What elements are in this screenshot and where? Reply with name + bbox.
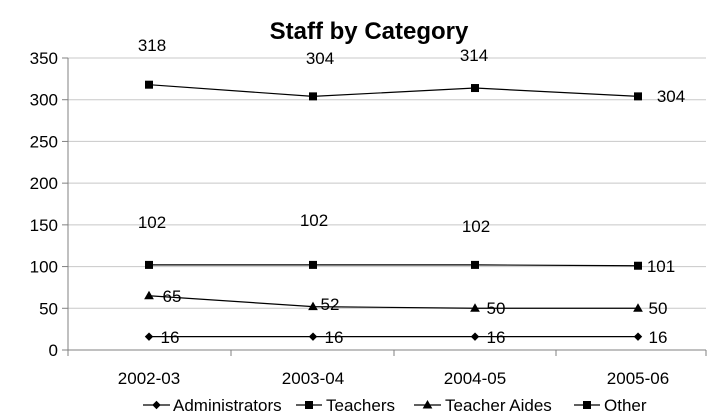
- x-tick-label: 2002-03: [118, 369, 180, 388]
- legend: Administrators Teachers Teacher Aides Other: [143, 396, 647, 415]
- series-1-point: [634, 92, 642, 101]
- series-3-point: [471, 260, 479, 269]
- data-label: 52: [321, 295, 340, 314]
- data-label: 314: [460, 46, 488, 65]
- series-3-point: [309, 260, 317, 269]
- series-0-point: [308, 332, 318, 341]
- grid-lines: [68, 57, 706, 309]
- legend-label: Teacher Aides: [445, 396, 552, 415]
- data-label: 16: [325, 328, 344, 347]
- data-label: 102: [300, 211, 328, 230]
- y-tick-label: 50: [39, 299, 58, 318]
- legend-label: Teachers: [326, 396, 395, 415]
- data-label: 50: [649, 299, 668, 318]
- data-label: 16: [487, 328, 506, 347]
- y-tick-label: 100: [30, 258, 58, 277]
- series-1-point: [471, 84, 479, 93]
- series-3-point: [634, 261, 642, 270]
- data-label: 101: [647, 257, 675, 276]
- series-2-point: [470, 303, 480, 312]
- x-tick-label: 2005-06: [607, 369, 669, 388]
- legend-item: Teachers: [296, 396, 395, 415]
- x-tick-label: 2004-05: [444, 369, 506, 388]
- legend-marker: [152, 400, 161, 410]
- data-label: 304: [306, 49, 334, 68]
- y-tick-label: 150: [30, 216, 58, 235]
- legend-item: Teacher Aides: [414, 396, 552, 415]
- y-tick-label: 200: [30, 174, 58, 193]
- x-tick-label: 2003-04: [282, 369, 344, 388]
- y-tick-label: 350: [30, 49, 58, 68]
- series-1-point: [309, 92, 317, 101]
- series-line-2: [148, 295, 638, 309]
- axes: [62, 57, 707, 356]
- legend-item: Administrators: [143, 396, 282, 415]
- tick-labels: 0 50 100 150 200 250 300 350 2002-03 2003-04 2004-…: [30, 49, 670, 388]
- series-2-point: [144, 290, 154, 300]
- legend-label: Other: [604, 396, 647, 415]
- data-label: 318: [138, 36, 166, 55]
- data-label: 102: [138, 213, 166, 232]
- data-label: 16: [161, 328, 180, 347]
- series-line-1: [148, 84, 639, 97]
- y-tick-label: 0: [49, 341, 58, 360]
- y-tick-label: 300: [30, 91, 58, 110]
- series-0-point: [470, 332, 480, 341]
- series-lines: [144, 80, 643, 341]
- y-tick-label: 250: [30, 132, 58, 151]
- series-0-point: [633, 332, 643, 341]
- legend-item: Other: [574, 396, 647, 415]
- data-label: 102: [462, 217, 490, 236]
- data-label: 304: [657, 87, 685, 106]
- series-3-point: [145, 260, 153, 269]
- series-0-point: [144, 332, 154, 341]
- data-label: 65: [163, 287, 182, 306]
- legend-label: Administrators: [173, 396, 282, 415]
- chart-title: Staff by Category: [270, 18, 469, 45]
- data-labels: 16 16 16 16 318 304 314 304 65 52 50 50 102 102 102 101: [138, 36, 685, 347]
- series-line-3: [149, 264, 639, 267]
- legend-marker: [305, 401, 313, 409]
- series-1-point: [145, 80, 153, 89]
- legend-marker: [583, 401, 591, 409]
- data-label: 16: [649, 328, 668, 347]
- legend-marker: [422, 399, 433, 409]
- series-2-point: [633, 303, 643, 312]
- series-2-point: [308, 301, 318, 311]
- data-label: 50: [487, 299, 506, 318]
